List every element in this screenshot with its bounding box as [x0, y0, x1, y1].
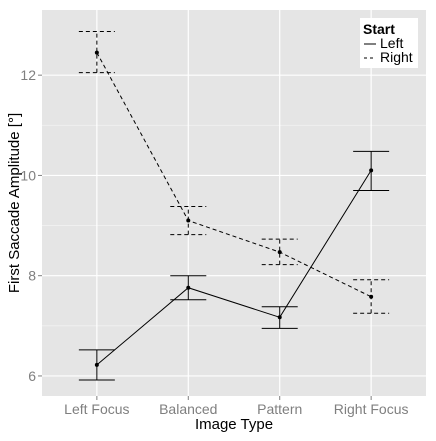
legend-box — [360, 18, 418, 68]
y-tick-label: 10 — [20, 167, 36, 183]
x-axis-ticks: Left Focus Balanced Pattern Right Focus — [64, 396, 408, 417]
x-axis-label: Image Type — [195, 416, 273, 433]
data-points — [94, 50, 374, 367]
legend-title: Start — [363, 21, 395, 37]
y-tick-label: 12 — [20, 67, 36, 83]
data-point-left — [369, 168, 374, 173]
series-lines — [96, 52, 372, 366]
legend-label-left: Left — [380, 35, 403, 51]
data-point-right — [277, 250, 282, 255]
y-tick-label: 6 — [28, 368, 36, 384]
y-axis-label: First Saccade Amplitude [°] — [6, 113, 23, 293]
data-point-right — [369, 294, 374, 299]
data-point-left — [186, 285, 191, 290]
x-tick-label: Right Focus — [334, 401, 409, 417]
data-point-right — [186, 218, 191, 223]
legend-label-right: Right — [380, 49, 413, 65]
grid — [42, 10, 426, 396]
plot-panel — [42, 10, 426, 396]
x-tick-label: Left Focus — [64, 401, 129, 417]
x-tick-label: Pattern — [257, 401, 302, 417]
data-point-left — [94, 362, 99, 367]
data-point-left — [277, 315, 282, 320]
x-tick-label: Balanced — [159, 401, 217, 417]
series-line-left — [96, 170, 372, 366]
y-axis-ticks: 6 8 10 12 — [20, 67, 42, 384]
data-point-right — [94, 50, 99, 55]
y-tick-label: 8 — [28, 268, 36, 284]
legend: Start Left Right — [360, 18, 418, 68]
series-line-right — [96, 52, 372, 298]
